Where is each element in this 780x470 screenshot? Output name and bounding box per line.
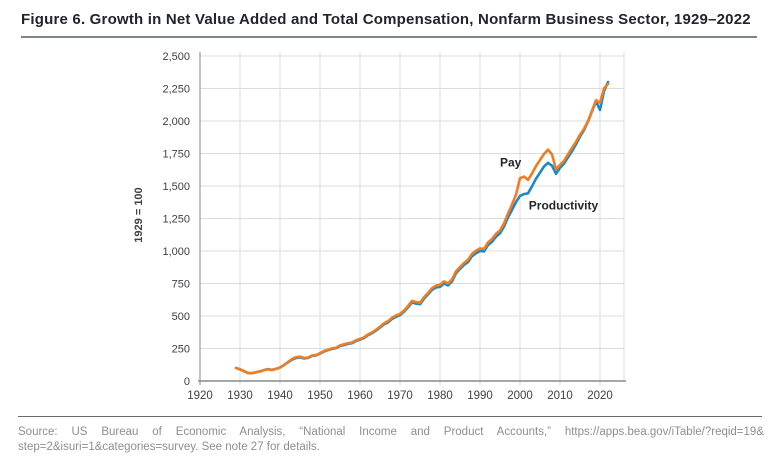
y-tick-label: 1,250 bbox=[162, 214, 190, 226]
y-tick-label: 0 bbox=[184, 376, 190, 388]
source-text-line2: step=2&isuri=1&categories=survey. See no… bbox=[18, 441, 320, 453]
y-tick-label: 500 bbox=[172, 311, 190, 323]
y-tick-label: 1,000 bbox=[162, 246, 190, 258]
source-note: Source: US Bureau of Economic Analysis, … bbox=[18, 425, 764, 455]
series-label-productivity: Productivity bbox=[529, 198, 599, 212]
source-divider bbox=[18, 416, 762, 417]
series-label-pay: Pay bbox=[500, 156, 522, 170]
series-line-pay bbox=[234, 82, 610, 375]
y-tick-label: 1,500 bbox=[162, 181, 190, 193]
series-line-productivity bbox=[234, 80, 610, 375]
x-tick-label: 1920 bbox=[187, 390, 213, 402]
y-axis-title: 1929 = 100 bbox=[133, 187, 145, 242]
title-divider bbox=[21, 36, 757, 38]
x-tick-label: 1980 bbox=[427, 390, 453, 402]
y-tick-label: 250 bbox=[172, 344, 190, 356]
x-tick-label: 1950 bbox=[307, 390, 333, 402]
x-tick-label: 2000 bbox=[507, 390, 533, 402]
x-tick-label: 2010 bbox=[547, 390, 573, 402]
x-tick-label: 1960 bbox=[347, 390, 373, 402]
source-text-line1: Source: US Bureau of Economic Analysis, … bbox=[18, 426, 764, 438]
y-tick-label: 750 bbox=[172, 279, 190, 291]
y-tick-label: 1,750 bbox=[162, 149, 190, 161]
x-tick-label: 1970 bbox=[387, 390, 413, 402]
y-tick-label: 2,000 bbox=[162, 116, 190, 128]
x-tick-label: 1940 bbox=[267, 390, 293, 402]
x-tick-label: 1990 bbox=[467, 390, 493, 402]
y-tick-label: 2,500 bbox=[162, 51, 190, 63]
x-tick-label: 2020 bbox=[587, 390, 613, 402]
x-tick-label: 1930 bbox=[227, 390, 253, 402]
figure-title: Figure 6. Growth in Net Value Added and … bbox=[21, 11, 751, 28]
y-tick-label: 2,250 bbox=[162, 84, 190, 96]
